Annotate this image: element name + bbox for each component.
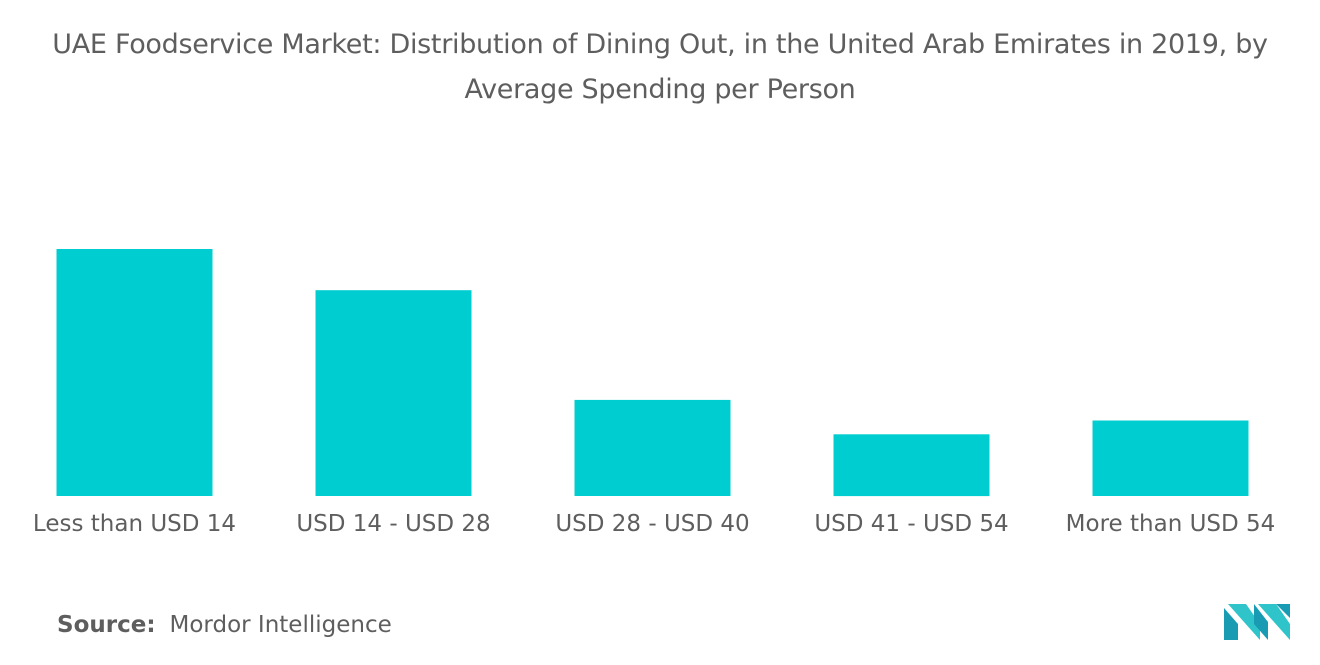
bar bbox=[574, 399, 731, 496]
x-tick-label: More than USD 54 bbox=[1066, 511, 1276, 537]
mordor-intelligence-logo-icon bbox=[1224, 604, 1290, 640]
bar bbox=[1092, 420, 1249, 496]
bar bbox=[56, 249, 213, 496]
bar bbox=[315, 290, 472, 496]
x-tick-label: USD 41 - USD 54 bbox=[814, 511, 1008, 537]
x-tick-label: USD 28 - USD 40 bbox=[555, 511, 749, 537]
x-tick-label: USD 14 - USD 28 bbox=[296, 511, 490, 537]
source-note: Source: Mordor Intelligence bbox=[57, 612, 392, 638]
bar bbox=[833, 434, 990, 497]
source-text: Mordor Intelligence bbox=[169, 612, 392, 638]
chart-svg: Less than USD 14 USD 14 - USD 28 USD 28 - … bbox=[33, 249, 1276, 537]
source-label: Source: bbox=[57, 612, 156, 638]
chart-title: UAE Foodservice Market: Distribution of … bbox=[52, 29, 1268, 105]
x-tick-label: Less than USD 14 bbox=[33, 511, 236, 537]
